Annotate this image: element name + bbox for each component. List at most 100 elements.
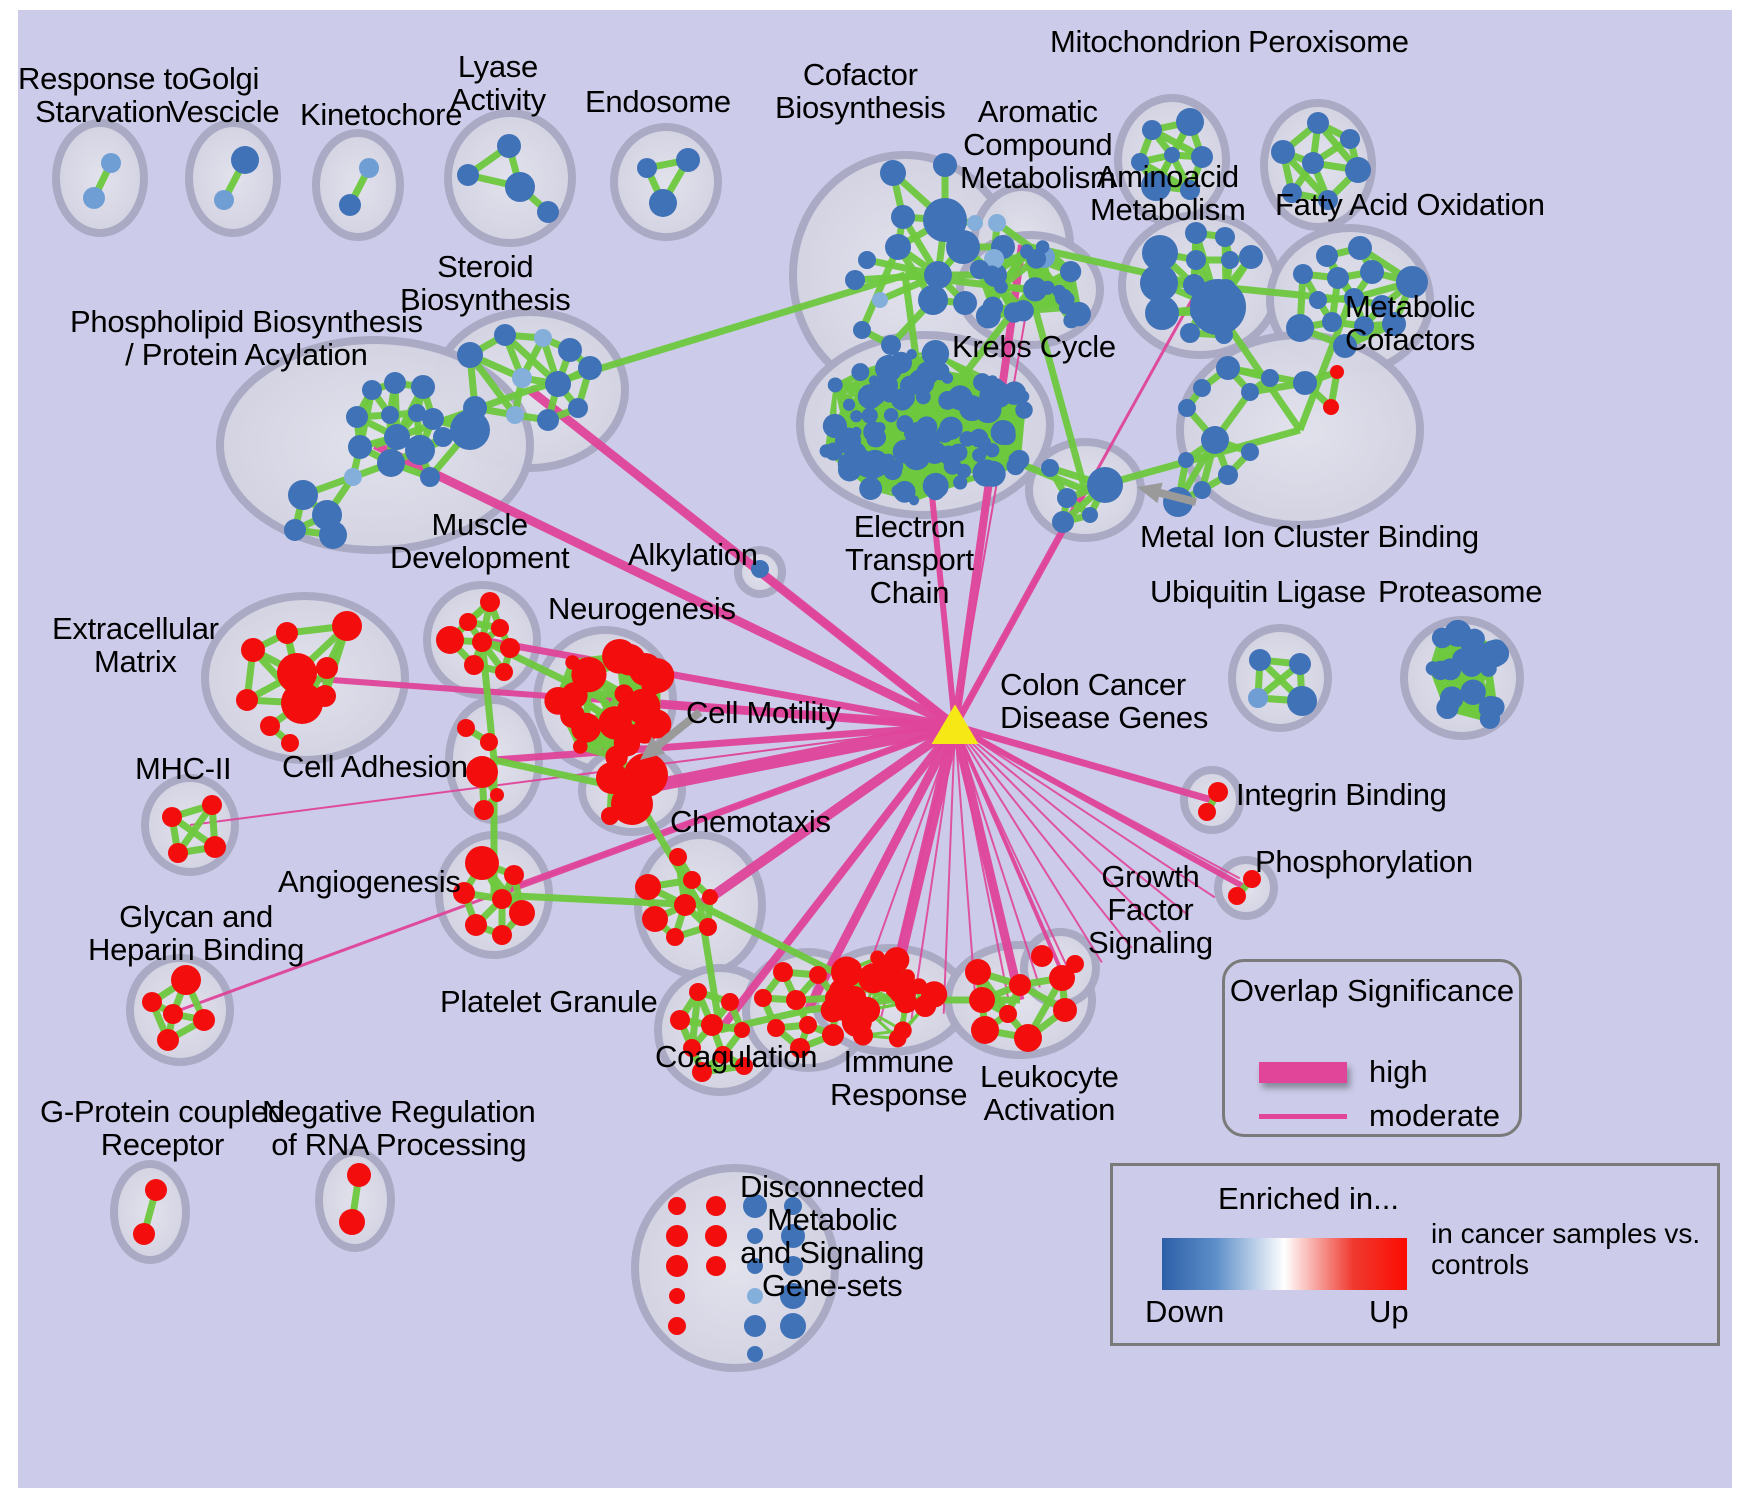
gene-set-node [972, 459, 1000, 487]
gene-set-node [411, 375, 435, 399]
gene-set-node [1460, 679, 1486, 705]
gene-set-node [997, 427, 1016, 446]
overlap-edge-coagulation [804, 723, 959, 1013]
overlap-edge-alkylation [758, 569, 957, 729]
cluster-label-cell-motility: Cell Motility [686, 695, 841, 730]
gene-set-node [883, 947, 910, 973]
cluster-label-muscle-development: Muscle Development [390, 507, 570, 576]
legend-overlap-moderate-label: moderate [1369, 1098, 1500, 1133]
gene-set-node [872, 292, 888, 308]
gene-set-node [465, 914, 487, 936]
gene-set-node [1145, 296, 1179, 330]
gene-set-node [784, 1197, 802, 1215]
gene-set-node [1178, 452, 1194, 468]
gene-set-node [754, 989, 772, 1007]
gene-set-node [495, 663, 513, 681]
gene-set-node [868, 388, 885, 405]
gene-set-node [809, 966, 827, 984]
gene-set-node [145, 1179, 167, 1201]
overlap-edge-chemotaxis [697, 721, 958, 910]
gene-set-node [1323, 399, 1339, 415]
gene-set-node [790, 1038, 810, 1058]
gene-set-node [897, 993, 918, 1013]
gene-set-node [1041, 459, 1059, 477]
gene-set-node [1014, 1024, 1042, 1052]
gene-set-node [284, 519, 306, 541]
gene-set-node [1178, 399, 1196, 417]
gene-set-node [699, 918, 717, 936]
gene-set-node [780, 1313, 806, 1339]
gene-set-node [1431, 627, 1453, 649]
gene-set-node [1248, 688, 1268, 708]
legend-enriched-in: Enriched in... Down Up in cancer samples… [1110, 1163, 1720, 1346]
gene-set-node [377, 449, 405, 477]
gene-set-node [578, 356, 602, 380]
cell-motility-pointer-head [640, 736, 666, 760]
gene-set-node [939, 416, 963, 440]
similarity-edge-angiogenesis-chemotaxis [493, 891, 701, 909]
gene-set-node [1249, 649, 1271, 671]
cluster-label-cofactor-biosynthesis: Cofactor Biosynthesis [775, 57, 946, 126]
gene-set-node [625, 688, 661, 724]
cluster-label-immune-response: Immune Response [830, 1044, 968, 1113]
gene-set-node [1164, 147, 1180, 163]
gene-set-node [747, 1228, 763, 1244]
gene-set-node [1053, 998, 1077, 1022]
gene-set-node [565, 655, 580, 670]
cluster-label-phospholipid-biosynthesis: Phospholipid Biosynthesis / Protein Acyl… [70, 304, 423, 373]
gene-set-node [490, 788, 504, 802]
gene-set-node [1190, 279, 1246, 335]
gene-set-node [1215, 326, 1233, 344]
gene-set-node [1060, 260, 1082, 283]
cluster-label-aminoacid-metabolism: Aminoacid Metabolism [1090, 159, 1246, 228]
gene-set-node [1241, 383, 1259, 401]
gene-set-node [568, 398, 588, 418]
gene-set-node [1322, 312, 1342, 332]
gene-set-node [319, 521, 347, 549]
gene-set-node [1348, 236, 1372, 260]
gene-set-node [260, 716, 280, 736]
gene-set-node [1318, 190, 1338, 210]
gene-set-node [509, 900, 535, 926]
gene-set-node [635, 874, 661, 900]
overlap-edge-integrin-binding [954, 722, 1213, 804]
overlap-edge-leukocyte-activation [950, 724, 1025, 1002]
gene-set-node [1201, 426, 1229, 454]
gene-set-node [799, 1016, 817, 1034]
gene-set-node [1293, 264, 1313, 284]
hub-node-colon-cancer-disease-genes[interactable] [931, 704, 979, 744]
gene-set-node [465, 846, 499, 880]
gene-set-node [162, 807, 182, 827]
cluster-label-electron-transport-chain: Electron Transport Chain [845, 509, 974, 611]
gene-set-node [971, 1016, 999, 1044]
gene-set-node [348, 435, 372, 459]
gene-set-node [692, 1062, 712, 1082]
gene-set-node [1371, 295, 1393, 317]
gene-set-node [1216, 356, 1240, 380]
gene-set-node [464, 655, 484, 675]
gene-set-node [497, 134, 521, 158]
gene-set-node [537, 409, 559, 431]
cluster-label-fatty-acid-oxidation: Fatty Acid Oxidation [1275, 187, 1545, 222]
gene-set-node [614, 722, 641, 749]
gene-set-node [1382, 312, 1406, 336]
gene-set-node [457, 719, 475, 737]
gene-set-node [984, 249, 1004, 269]
enrichment-color-gradient [1162, 1238, 1407, 1290]
gene-set-node [1286, 314, 1314, 342]
gene-set-node [344, 468, 362, 486]
gene-set-node [904, 427, 917, 440]
cluster-label-aromatic-compound-metabolism: Aromatic Compound Metabolism [960, 94, 1116, 196]
gene-set-node [214, 190, 234, 210]
gene-set-node [853, 321, 871, 339]
gene-set-node [1261, 369, 1279, 387]
gene-set-node [494, 324, 516, 346]
cluster-label-metal-ion-cluster-binding: Metal Ion Cluster Binding [1140, 519, 1479, 554]
gene-set-node [670, 1010, 690, 1030]
gene-set-node [676, 148, 700, 172]
gene-set-node [450, 410, 490, 450]
gene-set-node [899, 969, 915, 985]
gene-set-node [1141, 171, 1171, 201]
cluster-label-angiogenesis: Angiogenesis [278, 864, 461, 899]
